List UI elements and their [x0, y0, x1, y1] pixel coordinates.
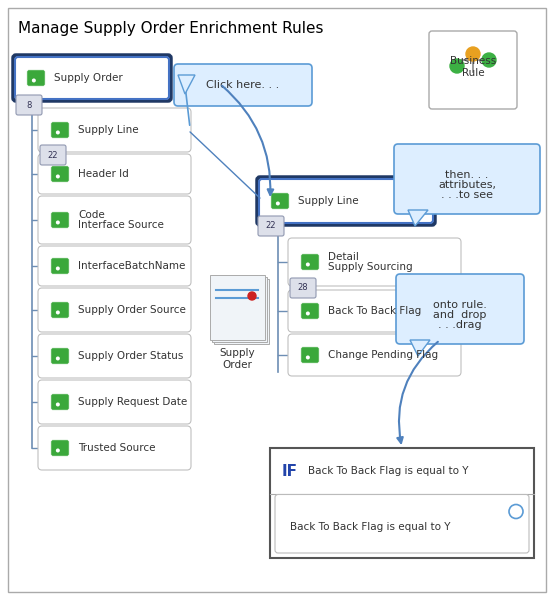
Text: Click here. . .: Click here. . .: [207, 80, 280, 90]
Text: Code: Code: [78, 210, 105, 220]
Text: Back To Back Flag: Back To Back Flag: [328, 306, 421, 316]
FancyBboxPatch shape: [429, 31, 517, 109]
FancyBboxPatch shape: [15, 57, 169, 99]
Circle shape: [57, 267, 59, 270]
FancyBboxPatch shape: [214, 279, 269, 344]
Circle shape: [57, 131, 59, 134]
FancyBboxPatch shape: [212, 277, 267, 342]
FancyBboxPatch shape: [288, 238, 461, 286]
FancyBboxPatch shape: [8, 8, 546, 592]
Text: 22: 22: [48, 151, 58, 160]
Text: Back To Back Flag is equal to Y: Back To Back Flag is equal to Y: [290, 522, 450, 532]
Polygon shape: [408, 210, 428, 226]
FancyBboxPatch shape: [288, 290, 461, 332]
FancyBboxPatch shape: [51, 122, 69, 138]
Circle shape: [306, 356, 309, 359]
Text: Back To Back Flag is equal to Y: Back To Back Flag is equal to Y: [308, 466, 469, 476]
Circle shape: [33, 79, 35, 82]
FancyBboxPatch shape: [210, 275, 265, 340]
Circle shape: [450, 59, 464, 73]
FancyBboxPatch shape: [27, 70, 45, 86]
FancyBboxPatch shape: [174, 64, 312, 106]
Text: Manage Supply Order Enrichment Rules: Manage Supply Order Enrichment Rules: [18, 20, 324, 35]
FancyBboxPatch shape: [16, 95, 42, 115]
Circle shape: [248, 292, 256, 300]
FancyBboxPatch shape: [38, 196, 191, 244]
FancyBboxPatch shape: [51, 166, 69, 182]
Circle shape: [57, 357, 59, 360]
Text: attributes,: attributes,: [438, 180, 496, 190]
Polygon shape: [178, 75, 195, 94]
FancyBboxPatch shape: [38, 108, 191, 152]
FancyBboxPatch shape: [396, 274, 524, 344]
FancyBboxPatch shape: [51, 302, 69, 318]
FancyBboxPatch shape: [259, 179, 433, 223]
FancyBboxPatch shape: [290, 278, 316, 298]
Text: . . .drag: . . .drag: [438, 320, 482, 330]
Circle shape: [57, 449, 59, 452]
Circle shape: [57, 175, 59, 178]
FancyBboxPatch shape: [51, 258, 69, 274]
FancyBboxPatch shape: [275, 494, 529, 553]
FancyBboxPatch shape: [40, 145, 66, 165]
Text: Interface Source: Interface Source: [78, 220, 164, 230]
FancyBboxPatch shape: [394, 144, 540, 214]
FancyBboxPatch shape: [38, 334, 191, 378]
Text: then. . .: then. . .: [445, 170, 489, 180]
FancyBboxPatch shape: [51, 348, 69, 364]
Text: IF: IF: [282, 464, 298, 479]
Circle shape: [276, 202, 279, 205]
FancyBboxPatch shape: [257, 177, 435, 225]
FancyBboxPatch shape: [38, 154, 191, 194]
FancyBboxPatch shape: [301, 347, 319, 363]
Text: 22: 22: [266, 221, 276, 230]
Circle shape: [466, 47, 480, 61]
Text: Header Id: Header Id: [78, 169, 129, 179]
Circle shape: [57, 221, 59, 224]
Text: 8: 8: [26, 100, 32, 109]
Text: Supply Order: Supply Order: [54, 73, 123, 83]
FancyBboxPatch shape: [38, 246, 191, 286]
Circle shape: [306, 263, 309, 266]
FancyBboxPatch shape: [38, 380, 191, 424]
Polygon shape: [410, 340, 430, 356]
FancyBboxPatch shape: [38, 426, 191, 470]
FancyBboxPatch shape: [288, 334, 461, 376]
Circle shape: [57, 311, 59, 314]
Text: Supply Order Status: Supply Order Status: [78, 351, 183, 361]
Text: Supply Order Source: Supply Order Source: [78, 305, 186, 315]
FancyBboxPatch shape: [13, 55, 171, 101]
Text: and  drop: and drop: [433, 310, 486, 320]
Text: 28: 28: [297, 283, 309, 292]
Text: Change Pending Flag: Change Pending Flag: [328, 350, 438, 360]
FancyBboxPatch shape: [301, 303, 319, 319]
FancyBboxPatch shape: [51, 440, 69, 456]
FancyBboxPatch shape: [38, 288, 191, 332]
Text: Supply Line: Supply Line: [298, 196, 358, 206]
Text: Supply
Order: Supply Order: [219, 348, 255, 370]
FancyBboxPatch shape: [270, 448, 534, 558]
FancyBboxPatch shape: [51, 394, 69, 410]
Text: Supply Request Date: Supply Request Date: [78, 397, 187, 407]
Circle shape: [482, 53, 496, 67]
Text: Supply Sourcing: Supply Sourcing: [328, 262, 413, 272]
Circle shape: [57, 403, 59, 406]
FancyBboxPatch shape: [51, 212, 69, 228]
Text: InterfaceBatchName: InterfaceBatchName: [78, 261, 186, 271]
Circle shape: [306, 312, 309, 315]
FancyBboxPatch shape: [258, 216, 284, 236]
FancyBboxPatch shape: [271, 193, 289, 209]
Text: Detail: Detail: [328, 252, 359, 262]
Text: Supply Line: Supply Line: [78, 125, 138, 135]
Text: Trusted Source: Trusted Source: [78, 443, 156, 453]
Text: . . .to see: . . .to see: [441, 190, 493, 200]
FancyBboxPatch shape: [301, 254, 319, 270]
Text: Business
Rule: Business Rule: [450, 56, 496, 77]
Text: onto rule.: onto rule.: [433, 300, 487, 310]
